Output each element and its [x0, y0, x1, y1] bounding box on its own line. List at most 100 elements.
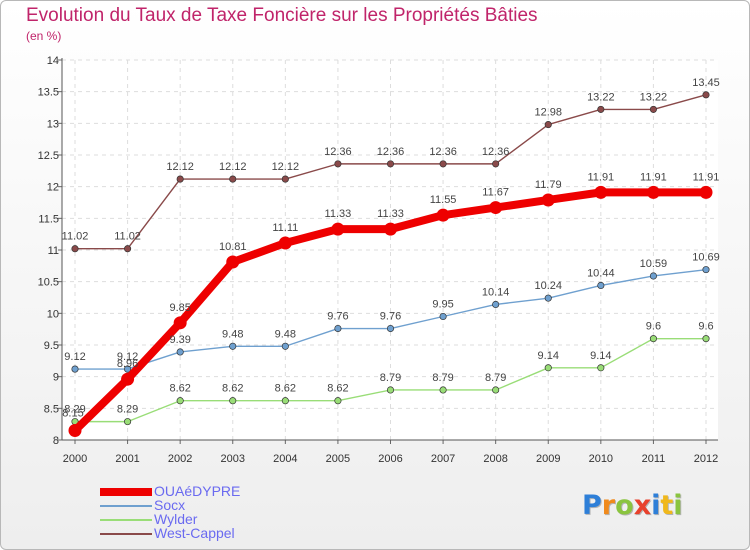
tick-label-y: 12.5: [38, 150, 59, 162]
data-point: [702, 335, 710, 343]
tick-label-y: 12: [47, 182, 59, 194]
data-point: [702, 266, 710, 274]
data-label: 9.48: [222, 328, 243, 340]
chart-legend: OUAéDYPRE Socx Wylder West-Cappel: [100, 483, 360, 541]
data-point: [71, 365, 79, 373]
data-label: 8.62: [222, 383, 243, 395]
data-point: [386, 324, 395, 333]
data-label: 11.02: [62, 231, 89, 243]
data-label: 12.12: [272, 161, 300, 173]
chart-title: Evolution du Taux de Taxe Foncière sur l…: [26, 5, 538, 26]
data-point: [649, 272, 657, 280]
tick-label-x: 2000: [63, 453, 87, 465]
data-point: [229, 397, 237, 405]
data-point: [492, 160, 500, 168]
data-point: [68, 424, 82, 437]
data-point: [278, 236, 292, 250]
legend-label: West-Cappel: [154, 525, 235, 541]
data-label: 9.14: [590, 350, 611, 362]
legend-item: OUAéDYPRE: [100, 483, 360, 499]
data-point: [594, 185, 608, 199]
proxiti-logo: Proxiti: [582, 490, 683, 521]
data-point: [541, 193, 555, 207]
tick-label-x: 2002: [168, 453, 192, 465]
data-point: [439, 312, 447, 321]
data-point: [124, 365, 132, 373]
data-label: 11.91: [587, 171, 614, 183]
data-label: 11.33: [325, 208, 352, 220]
logo-letter: r: [601, 490, 616, 521]
tick-label-y: 8.5: [44, 403, 59, 415]
data-point: [331, 222, 345, 236]
data-label: 12.36: [429, 146, 457, 158]
data-label: 11.67: [482, 187, 509, 199]
legend-item: West-Cappel: [100, 525, 360, 541]
tick-label-x: 2007: [431, 453, 455, 465]
tick-label-x: 2006: [378, 453, 402, 465]
data-label: 8.29: [64, 404, 85, 416]
tick-label-y: 9.5: [44, 340, 59, 352]
data-point: [386, 160, 395, 168]
tick-label-x: 2005: [326, 453, 350, 465]
data-label: 12.36: [377, 146, 405, 158]
data-label: 9.85: [169, 302, 190, 314]
data-label: 9.95: [432, 299, 453, 311]
data-label: 10.44: [587, 267, 615, 279]
data-label: 9.14: [538, 350, 559, 362]
data-label: 9.39: [169, 334, 190, 346]
data-point: [176, 175, 184, 183]
tick-label-x: 2012: [694, 453, 718, 465]
data-point: [229, 175, 237, 183]
data-point: [544, 121, 552, 129]
data-point: [281, 175, 289, 183]
data-point: [124, 418, 132, 426]
data-label: 9.12: [117, 351, 138, 363]
data-point: [544, 294, 552, 302]
data-label: 9.6: [646, 321, 661, 333]
data-point: [439, 160, 447, 168]
tick-label-y: 11: [48, 245, 59, 257]
data-label: 10.24: [534, 280, 562, 292]
data-point: [386, 386, 395, 394]
data-point: [702, 91, 710, 99]
data-label: 11.33: [377, 208, 404, 220]
tick-label-x: 2001: [115, 453, 139, 465]
data-label: 13.22: [587, 91, 615, 103]
data-point: [544, 364, 552, 372]
data-point: [439, 386, 447, 394]
data-label: 8.62: [327, 383, 348, 395]
data-label: 9.76: [327, 311, 348, 323]
tick-label-y: 13.5: [38, 87, 59, 99]
data-point: [226, 255, 240, 269]
data-point: [699, 185, 713, 199]
data-label: 10.69: [692, 252, 720, 264]
data-label: 8.29: [117, 404, 138, 416]
legend-item: Socx: [100, 497, 360, 513]
logo-letter: i: [673, 490, 683, 521]
data-point: [492, 300, 500, 309]
data-label: 8.62: [169, 383, 190, 395]
tick-label-x: 2009: [536, 453, 560, 465]
tick-label-x: 2010: [589, 453, 613, 465]
logo-letter: i: [651, 490, 661, 521]
data-label: 8.62: [275, 383, 296, 395]
tick-label-y: 14: [47, 55, 59, 67]
tick-label-y: 10.5: [38, 277, 59, 289]
tick-label-x: 2003: [221, 453, 245, 465]
legend-label: Wylder: [154, 511, 198, 527]
data-label: 13.22: [640, 91, 668, 103]
data-point: [71, 245, 79, 253]
data-point: [492, 386, 500, 394]
data-label: 12.98: [534, 107, 562, 119]
data-label: 11.79: [535, 179, 562, 191]
data-label: 11.02: [114, 231, 141, 243]
data-point: [334, 324, 342, 333]
tick-label-x: 2004: [273, 453, 297, 465]
data-label: 11.91: [640, 171, 667, 183]
legend-item: Wylder: [100, 511, 360, 527]
data-point: [597, 281, 605, 290]
data-point: [176, 348, 184, 356]
data-point: [229, 342, 237, 350]
data-label: 11.11: [272, 222, 298, 234]
data-point: [646, 185, 660, 199]
